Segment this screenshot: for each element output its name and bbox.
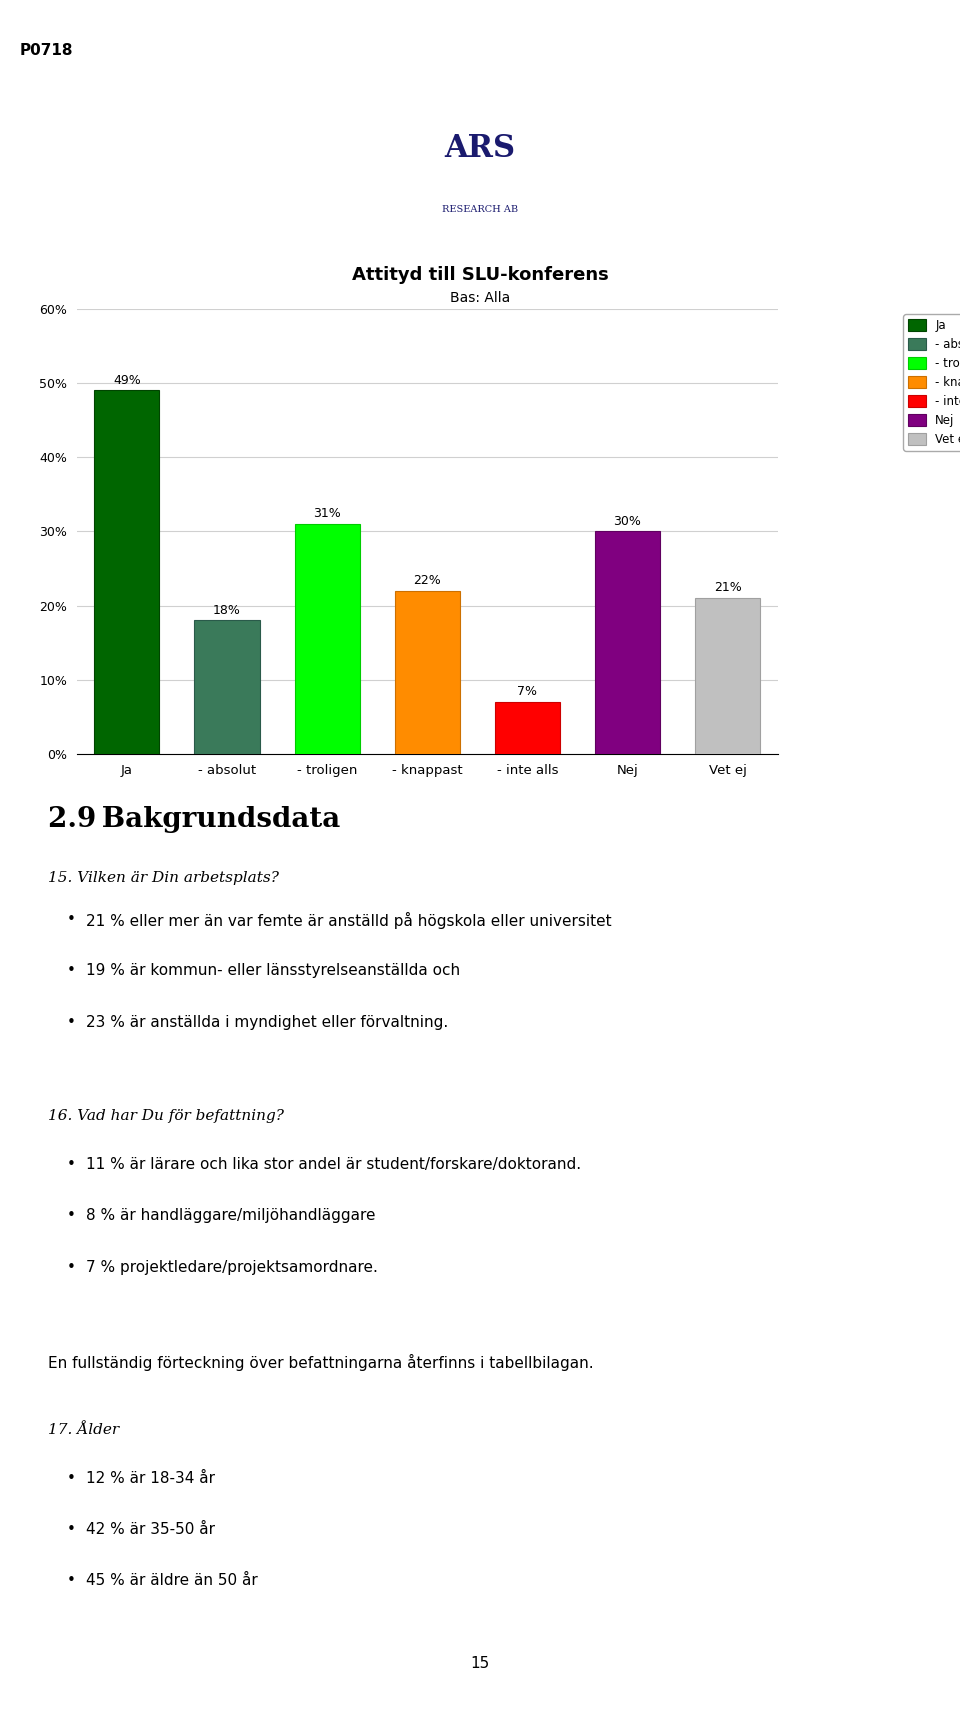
Text: 19 % är kommun- eller länsstyrelseanställda och: 19 % är kommun- eller länsstyrelseanstäl…	[86, 963, 461, 979]
Bar	[94, 391, 159, 754]
Text: •: •	[67, 1471, 76, 1486]
Text: •: •	[67, 1522, 76, 1537]
Text: •: •	[67, 1208, 76, 1224]
Text: •: •	[67, 912, 76, 927]
Text: Attityd till SLU-konferens: Attityd till SLU-konferens	[351, 266, 609, 285]
Text: •: •	[67, 1157, 76, 1172]
Text: 16. Vad har Du för befattning?: 16. Vad har Du för befattning?	[48, 1109, 284, 1123]
Text: 18%: 18%	[213, 603, 241, 617]
Text: 7 % projektledare/projektsamordnare.: 7 % projektledare/projektsamordnare.	[86, 1260, 378, 1275]
Text: 8 % är handläggare/miljöhandläggare: 8 % är handläggare/miljöhandläggare	[86, 1208, 376, 1224]
Bar	[494, 703, 560, 754]
Text: 15. Vilken är Din arbetsplats?: 15. Vilken är Din arbetsplats?	[48, 871, 278, 884]
Text: 21 % eller mer än var femte är anställd på högskola eller universitet: 21 % eller mer än var femte är anställd …	[86, 912, 612, 929]
Text: 21%: 21%	[713, 581, 741, 595]
Text: 30%: 30%	[613, 514, 641, 528]
Text: ARS: ARS	[444, 132, 516, 165]
Text: 22%: 22%	[414, 574, 441, 586]
Bar	[195, 620, 259, 754]
Bar	[595, 531, 660, 754]
Text: 11 % är lärare och lika stor andel är student/forskare/doktorand.: 11 % är lärare och lika stor andel är st…	[86, 1157, 582, 1172]
Bar	[695, 598, 760, 754]
Legend: Ja, - absolut, - troligen, - knappast, - inte alls, Nej, Vet ej: Ja, - absolut, - troligen, - knappast, -…	[903, 314, 960, 451]
Bar	[395, 591, 460, 754]
Text: •: •	[67, 1573, 76, 1589]
Text: 15: 15	[470, 1656, 490, 1671]
Text: •: •	[67, 1015, 76, 1030]
Text: 45 % är äldre än 50 år: 45 % är äldre än 50 år	[86, 1573, 258, 1589]
Text: 12 % är 18-34 år: 12 % är 18-34 år	[86, 1471, 215, 1486]
Bar	[295, 524, 360, 754]
Text: RESEARCH AB: RESEARCH AB	[442, 206, 518, 214]
Text: 31%: 31%	[313, 507, 341, 521]
Text: •: •	[67, 1260, 76, 1275]
Text: 2.9 Bakgrundsdata: 2.9 Bakgrundsdata	[48, 806, 340, 833]
Text: Bas: Alla: Bas: Alla	[450, 291, 510, 305]
Text: 49%: 49%	[113, 374, 141, 387]
Text: 42 % är 35-50 år: 42 % är 35-50 år	[86, 1522, 215, 1537]
Text: 7%: 7%	[517, 686, 538, 699]
Text: •: •	[67, 963, 76, 979]
Text: En fullständig förteckning över befattningarna återfinns i tabellbilagan.: En fullständig förteckning över befattni…	[48, 1354, 593, 1371]
Text: 17. Ålder: 17. Ålder	[48, 1423, 119, 1436]
Text: P0718: P0718	[19, 43, 73, 58]
Text: 23 % är anställda i myndighet eller förvaltning.: 23 % är anställda i myndighet eller förv…	[86, 1015, 448, 1030]
